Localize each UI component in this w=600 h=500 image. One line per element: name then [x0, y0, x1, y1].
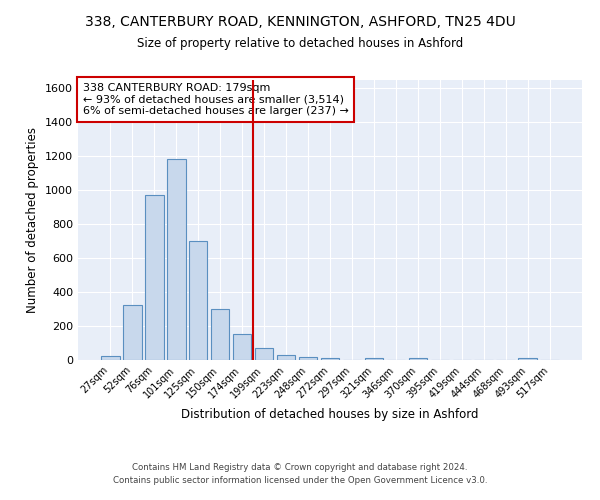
Bar	[320, 358, 340, 360]
Bar	[233, 334, 251, 360]
Bar	[255, 348, 274, 360]
X-axis label: Distribution of detached houses by size in Ashford: Distribution of detached houses by size …	[181, 408, 479, 421]
Text: Size of property relative to detached houses in Ashford: Size of property relative to detached ho…	[137, 38, 463, 51]
Bar	[365, 358, 383, 360]
Text: 338, CANTERBURY ROAD, KENNINGTON, ASHFORD, TN25 4DU: 338, CANTERBURY ROAD, KENNINGTON, ASHFOR…	[85, 15, 515, 29]
Bar	[101, 356, 119, 360]
Bar	[299, 356, 317, 360]
Bar	[277, 355, 295, 360]
Text: 338 CANTERBURY ROAD: 179sqm
← 93% of detached houses are smaller (3,514)
6% of s: 338 CANTERBURY ROAD: 179sqm ← 93% of det…	[83, 83, 349, 116]
Bar	[211, 309, 229, 360]
Bar	[145, 196, 164, 360]
Y-axis label: Number of detached properties: Number of detached properties	[26, 127, 40, 313]
Text: Contains HM Land Registry data © Crown copyright and database right 2024.
Contai: Contains HM Land Registry data © Crown c…	[113, 464, 487, 485]
Bar	[123, 305, 142, 360]
Bar	[409, 358, 427, 360]
Bar	[189, 241, 208, 360]
Bar	[518, 358, 537, 360]
Bar	[167, 159, 185, 360]
